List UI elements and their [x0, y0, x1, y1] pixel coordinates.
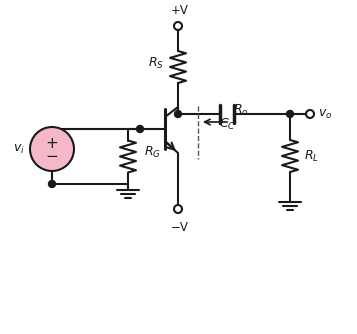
Circle shape [175, 111, 181, 118]
Text: +: + [46, 136, 59, 151]
Text: $R_S$: $R_S$ [148, 55, 164, 70]
Circle shape [136, 126, 144, 133]
Circle shape [30, 127, 74, 171]
Text: $R_L$: $R_L$ [304, 148, 319, 164]
Circle shape [49, 180, 55, 187]
Circle shape [287, 111, 293, 118]
Text: $C_C$: $C_C$ [218, 117, 235, 132]
Text: $v_o$: $v_o$ [318, 108, 332, 121]
Text: $R_o$: $R_o$ [233, 103, 248, 118]
Text: −V: −V [171, 221, 189, 234]
Text: +V: +V [171, 4, 189, 17]
Text: $R_G$: $R_G$ [144, 145, 161, 160]
Text: −: − [46, 149, 59, 164]
Text: $v_i$: $v_i$ [13, 142, 25, 156]
